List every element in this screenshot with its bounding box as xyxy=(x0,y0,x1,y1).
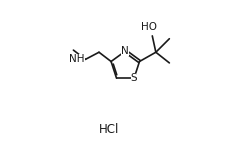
Text: S: S xyxy=(131,73,137,83)
Text: NH: NH xyxy=(69,54,85,64)
Text: HCl: HCl xyxy=(99,123,119,136)
Text: HO: HO xyxy=(141,22,157,32)
Text: N: N xyxy=(121,46,129,56)
